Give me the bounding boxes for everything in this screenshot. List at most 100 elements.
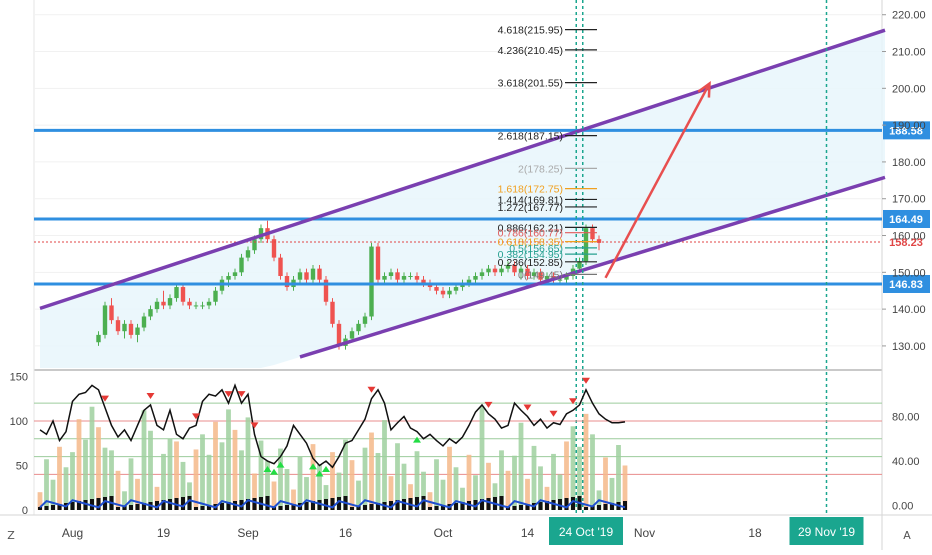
histogram-bar bbox=[317, 464, 322, 510]
histogram-bar bbox=[583, 413, 589, 510]
channel-upper-line bbox=[39, 28, 886, 311]
candle bbox=[531, 272, 537, 276]
candle bbox=[187, 301, 192, 306]
histogram-bar bbox=[50, 479, 56, 510]
price-tick-label: 190.00 bbox=[892, 120, 926, 132]
date-highlight-bg bbox=[549, 517, 623, 545]
candle bbox=[317, 268, 322, 280]
histogram-bar bbox=[128, 458, 134, 510]
sell-signal-marker bbox=[484, 401, 493, 408]
fib-level-label: 3.618(201.55) bbox=[498, 78, 563, 90]
histogram-bar bbox=[89, 406, 95, 510]
histogram-bar bbox=[499, 450, 504, 510]
histogram-bar bbox=[616, 445, 621, 510]
fib-level-label: 1.272(167.77) bbox=[498, 202, 563, 214]
indicator-right-tick-label: 0.00 bbox=[892, 501, 913, 513]
candle bbox=[356, 323, 361, 332]
histogram-bar bbox=[167, 438, 173, 510]
level-label: 188.58 bbox=[889, 125, 923, 137]
histogram-bar bbox=[570, 426, 576, 510]
volume-bar bbox=[571, 497, 575, 510]
buy-signal-marker bbox=[276, 461, 285, 468]
volume-bar bbox=[311, 501, 315, 510]
volume-bar bbox=[200, 506, 205, 510]
auto-scale-button[interactable]: A bbox=[903, 528, 911, 542]
candle bbox=[388, 272, 394, 276]
histogram-bar bbox=[408, 484, 413, 510]
histogram-bar bbox=[213, 421, 218, 510]
sell-signal-marker bbox=[367, 386, 376, 393]
candle bbox=[590, 228, 595, 240]
volume-bar bbox=[330, 498, 335, 510]
volume-bar bbox=[77, 501, 81, 510]
volume-bar bbox=[285, 505, 289, 510]
fib-level-label: 0.786(160.77) bbox=[498, 228, 563, 240]
candle bbox=[401, 276, 407, 280]
level-label: 146.83 bbox=[889, 279, 923, 291]
candle bbox=[395, 272, 400, 280]
histogram-bar bbox=[479, 406, 485, 510]
candle bbox=[479, 272, 485, 276]
histogram-bar bbox=[148, 430, 153, 510]
volume-bar bbox=[369, 504, 374, 510]
volume-bar bbox=[265, 496, 270, 510]
candle bbox=[271, 239, 277, 258]
candle bbox=[193, 305, 199, 307]
price-tick-label: 140.00 bbox=[892, 304, 926, 316]
candle bbox=[447, 290, 452, 295]
volume-bar bbox=[70, 502, 75, 510]
price-tick-label: 210.00 bbox=[892, 47, 926, 59]
histogram-bar bbox=[375, 453, 381, 510]
histogram-bar bbox=[356, 480, 361, 510]
candle bbox=[245, 250, 251, 258]
volume-bar bbox=[564, 498, 569, 510]
histogram-bar bbox=[590, 434, 595, 510]
histogram-bar bbox=[219, 442, 225, 510]
candle bbox=[369, 246, 374, 317]
channel-lower-line bbox=[299, 175, 886, 359]
histogram-bar bbox=[271, 481, 277, 510]
sell-signal-marker bbox=[582, 377, 590, 384]
volume-bar bbox=[376, 503, 380, 510]
histogram-bar bbox=[180, 461, 186, 510]
timezone-button[interactable]: Z bbox=[7, 528, 15, 542]
date-highlight-label: 29 Nov '19 bbox=[798, 525, 855, 539]
volume-bar bbox=[486, 498, 491, 510]
candle bbox=[148, 309, 153, 317]
histogram-bar bbox=[395, 443, 400, 510]
candle bbox=[382, 276, 387, 280]
indicator-tick-label: 100 bbox=[10, 416, 28, 428]
volume-bar bbox=[402, 499, 406, 510]
volume-bar bbox=[96, 498, 101, 510]
candle bbox=[466, 279, 472, 284]
histogram-bar bbox=[557, 474, 563, 510]
volume-bar bbox=[597, 505, 601, 510]
level-label: 164.49 bbox=[889, 214, 923, 226]
buy-signal-marker bbox=[270, 468, 278, 475]
histogram-bar bbox=[466, 454, 472, 510]
time-tick-label: Oct bbox=[434, 526, 453, 540]
indicator-tick-label: 50 bbox=[16, 460, 28, 472]
volume-bar bbox=[51, 505, 55, 510]
histogram-bar bbox=[265, 461, 270, 510]
histogram-bar bbox=[603, 457, 608, 510]
candle bbox=[473, 276, 478, 280]
histogram-bar bbox=[525, 478, 530, 510]
histogram-bar bbox=[154, 486, 160, 510]
fib-level-label: 1.618(172.75) bbox=[498, 184, 563, 196]
histogram-bar bbox=[486, 462, 491, 510]
fib-level-label: 0.886(162.21) bbox=[498, 222, 563, 234]
histogram-bar bbox=[297, 456, 303, 510]
histogram-bar bbox=[206, 454, 212, 510]
volume-bar bbox=[44, 506, 49, 510]
time-tick-label: Nov bbox=[634, 526, 655, 540]
histogram-bar bbox=[278, 448, 283, 510]
indicator-right-tick-label: 80.00 bbox=[892, 412, 920, 424]
fib-level-label: 4.618(215.95) bbox=[498, 25, 563, 37]
candle bbox=[486, 268, 491, 273]
histogram-bar bbox=[362, 447, 368, 510]
volume-bar bbox=[83, 500, 88, 510]
sell-signal-marker bbox=[549, 410, 558, 417]
sell-signal-marker bbox=[523, 404, 532, 411]
candle bbox=[583, 228, 589, 262]
